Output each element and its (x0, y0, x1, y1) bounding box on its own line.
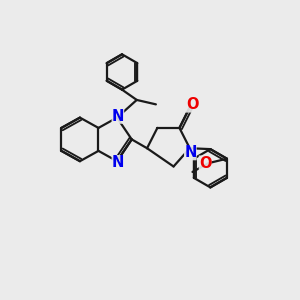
Text: O: O (186, 98, 198, 112)
Text: O: O (199, 156, 211, 171)
Text: N: N (184, 145, 196, 160)
Text: N: N (112, 109, 124, 124)
Text: N: N (112, 155, 124, 170)
